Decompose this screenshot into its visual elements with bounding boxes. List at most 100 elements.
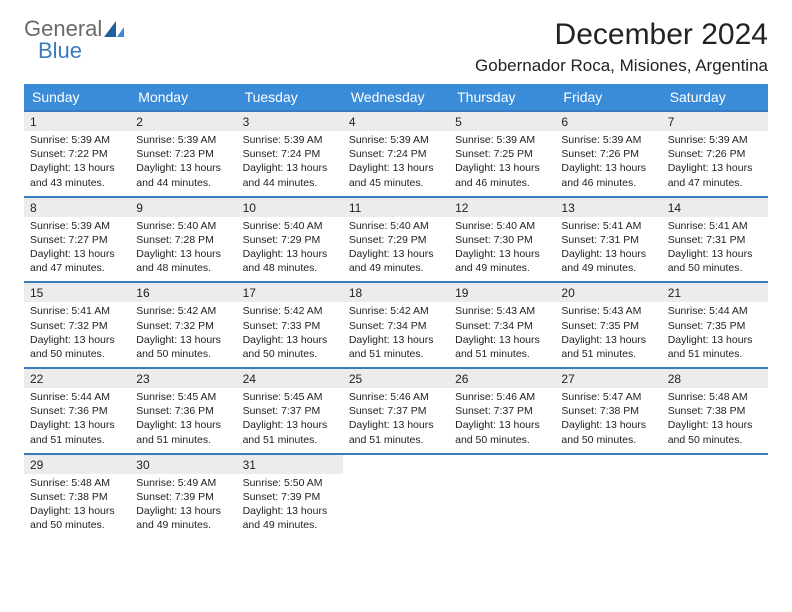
sunrise-text: Sunrise: 5:40 AM xyxy=(243,219,337,233)
day-number-cell: 16 xyxy=(130,282,236,302)
week-num-row: 15161718192021 xyxy=(24,282,768,302)
day-number-cell xyxy=(662,454,768,474)
day-number-cell: 15 xyxy=(24,282,130,302)
day-body-cell xyxy=(662,474,768,539)
sunset-text: Sunset: 7:38 PM xyxy=(561,404,655,418)
sunrise-text: Sunrise: 5:45 AM xyxy=(243,390,337,404)
day-body-cell: Sunrise: 5:39 AMSunset: 7:25 PMDaylight:… xyxy=(449,131,555,197)
sunrise-text: Sunrise: 5:45 AM xyxy=(136,390,230,404)
day-number-cell: 3 xyxy=(237,111,343,131)
day-number-cell: 18 xyxy=(343,282,449,302)
day-number-cell: 27 xyxy=(555,368,661,388)
sunrise-text: Sunrise: 5:44 AM xyxy=(668,304,762,318)
day-body-cell: Sunrise: 5:43 AMSunset: 7:34 PMDaylight:… xyxy=(449,302,555,368)
sunset-text: Sunset: 7:31 PM xyxy=(561,233,655,247)
daylight-text-2: and 49 minutes. xyxy=(455,261,549,275)
dayhead-sun: Sunday xyxy=(24,84,130,111)
day-number-cell: 17 xyxy=(237,282,343,302)
daylight-text-2: and 43 minutes. xyxy=(30,176,124,190)
logo-sail-icon xyxy=(104,21,126,37)
day-number-cell: 2 xyxy=(130,111,236,131)
daylight-text-2: and 45 minutes. xyxy=(349,176,443,190)
logo-word2: Blue xyxy=(38,40,126,62)
week-num-row: 1234567 xyxy=(24,111,768,131)
sunset-text: Sunset: 7:26 PM xyxy=(561,147,655,161)
daylight-text-1: Daylight: 13 hours xyxy=(30,418,124,432)
day-number-cell: 26 xyxy=(449,368,555,388)
daylight-text-2: and 50 minutes. xyxy=(668,261,762,275)
dayhead-sat: Saturday xyxy=(662,84,768,111)
daylight-text-1: Daylight: 13 hours xyxy=(30,161,124,175)
day-body-cell: Sunrise: 5:45 AMSunset: 7:37 PMDaylight:… xyxy=(237,388,343,454)
daylight-text-1: Daylight: 13 hours xyxy=(243,247,337,261)
daylight-text-1: Daylight: 13 hours xyxy=(455,247,549,261)
daylight-text-2: and 50 minutes. xyxy=(136,347,230,361)
sunset-text: Sunset: 7:30 PM xyxy=(455,233,549,247)
daylight-text-2: and 46 minutes. xyxy=(455,176,549,190)
day-body-cell: Sunrise: 5:41 AMSunset: 7:32 PMDaylight:… xyxy=(24,302,130,368)
calendar-page: General Blue December 2024 Gobernador Ro… xyxy=(0,0,792,548)
sunset-text: Sunset: 7:27 PM xyxy=(30,233,124,247)
sunrise-text: Sunrise: 5:48 AM xyxy=(668,390,762,404)
sunrise-text: Sunrise: 5:42 AM xyxy=(136,304,230,318)
day-number-cell: 30 xyxy=(130,454,236,474)
daylight-text-1: Daylight: 13 hours xyxy=(561,333,655,347)
day-body-cell: Sunrise: 5:39 AMSunset: 7:24 PMDaylight:… xyxy=(343,131,449,197)
day-body-cell: Sunrise: 5:49 AMSunset: 7:39 PMDaylight:… xyxy=(130,474,236,539)
daylight-text-2: and 48 minutes. xyxy=(136,261,230,275)
day-body-cell: Sunrise: 5:39 AMSunset: 7:27 PMDaylight:… xyxy=(24,217,130,283)
daylight-text-1: Daylight: 13 hours xyxy=(349,333,443,347)
day-number-cell xyxy=(343,454,449,474)
day-body-cell: Sunrise: 5:40 AMSunset: 7:28 PMDaylight:… xyxy=(130,217,236,283)
day-body-cell: Sunrise: 5:46 AMSunset: 7:37 PMDaylight:… xyxy=(449,388,555,454)
daylight-text-2: and 48 minutes. xyxy=(243,261,337,275)
daylight-text-1: Daylight: 13 hours xyxy=(30,504,124,518)
week-body-row: Sunrise: 5:39 AMSunset: 7:27 PMDaylight:… xyxy=(24,217,768,283)
daylight-text-1: Daylight: 13 hours xyxy=(30,247,124,261)
daylight-text-1: Daylight: 13 hours xyxy=(561,161,655,175)
sunset-text: Sunset: 7:24 PM xyxy=(243,147,337,161)
day-number-cell: 4 xyxy=(343,111,449,131)
sunset-text: Sunset: 7:34 PM xyxy=(349,319,443,333)
daylight-text-1: Daylight: 13 hours xyxy=(668,333,762,347)
logo-text-block: General Blue xyxy=(24,18,126,62)
day-body-cell: Sunrise: 5:48 AMSunset: 7:38 PMDaylight:… xyxy=(24,474,130,539)
day-number-cell: 19 xyxy=(449,282,555,302)
daylight-text-2: and 49 minutes. xyxy=(243,518,337,532)
sunrise-text: Sunrise: 5:40 AM xyxy=(136,219,230,233)
dayhead-mon: Monday xyxy=(130,84,236,111)
sunset-text: Sunset: 7:26 PM xyxy=(668,147,762,161)
day-body-cell: Sunrise: 5:39 AMSunset: 7:26 PMDaylight:… xyxy=(555,131,661,197)
daylight-text-1: Daylight: 13 hours xyxy=(455,161,549,175)
day-body-cell: Sunrise: 5:39 AMSunset: 7:24 PMDaylight:… xyxy=(237,131,343,197)
day-number-cell: 28 xyxy=(662,368,768,388)
daylight-text-2: and 51 minutes. xyxy=(349,433,443,447)
daylight-text-2: and 50 minutes. xyxy=(455,433,549,447)
daylight-text-1: Daylight: 13 hours xyxy=(243,504,337,518)
sunset-text: Sunset: 7:32 PM xyxy=(136,319,230,333)
sunset-text: Sunset: 7:34 PM xyxy=(455,319,549,333)
sunrise-text: Sunrise: 5:39 AM xyxy=(668,133,762,147)
daylight-text-2: and 47 minutes. xyxy=(668,176,762,190)
daylight-text-1: Daylight: 13 hours xyxy=(561,247,655,261)
week-body-row: Sunrise: 5:44 AMSunset: 7:36 PMDaylight:… xyxy=(24,388,768,454)
sunrise-text: Sunrise: 5:46 AM xyxy=(349,390,443,404)
daylight-text-2: and 50 minutes. xyxy=(243,347,337,361)
sunset-text: Sunset: 7:38 PM xyxy=(668,404,762,418)
day-body-cell: Sunrise: 5:42 AMSunset: 7:34 PMDaylight:… xyxy=(343,302,449,368)
daylight-text-1: Daylight: 13 hours xyxy=(243,333,337,347)
daylight-text-1: Daylight: 13 hours xyxy=(349,161,443,175)
sunrise-text: Sunrise: 5:41 AM xyxy=(561,219,655,233)
dayhead-thu: Thursday xyxy=(449,84,555,111)
day-number-cell: 22 xyxy=(24,368,130,388)
daylight-text-2: and 51 minutes. xyxy=(243,433,337,447)
day-body-cell xyxy=(343,474,449,539)
week-body-row: Sunrise: 5:41 AMSunset: 7:32 PMDaylight:… xyxy=(24,302,768,368)
sunrise-text: Sunrise: 5:48 AM xyxy=(30,476,124,490)
daylight-text-1: Daylight: 13 hours xyxy=(243,418,337,432)
sunrise-text: Sunrise: 5:46 AM xyxy=(455,390,549,404)
day-number-cell: 10 xyxy=(237,197,343,217)
day-number-cell xyxy=(449,454,555,474)
day-body-cell: Sunrise: 5:47 AMSunset: 7:38 PMDaylight:… xyxy=(555,388,661,454)
daylight-text-1: Daylight: 13 hours xyxy=(243,161,337,175)
